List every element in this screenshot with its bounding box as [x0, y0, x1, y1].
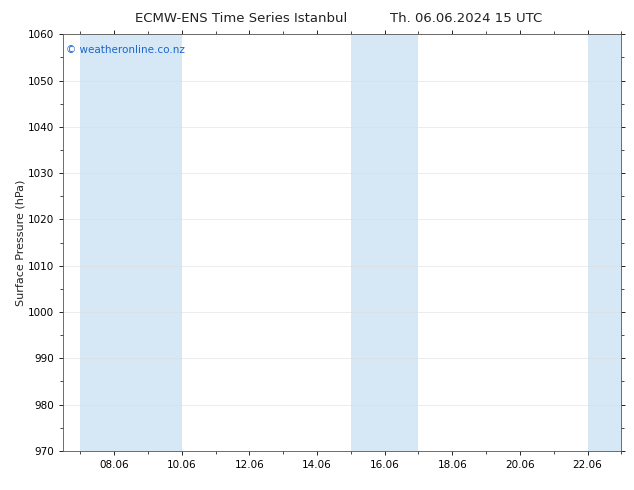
Text: ECMW-ENS Time Series Istanbul: ECMW-ENS Time Series Istanbul — [135, 12, 347, 25]
Text: © weatheronline.co.nz: © weatheronline.co.nz — [66, 45, 185, 55]
Bar — [588, 34, 634, 451]
Text: Th. 06.06.2024 15 UTC: Th. 06.06.2024 15 UTC — [390, 12, 542, 25]
Y-axis label: Surface Pressure (hPa): Surface Pressure (hPa) — [15, 179, 25, 306]
Bar — [81, 34, 182, 451]
Bar — [351, 34, 418, 451]
